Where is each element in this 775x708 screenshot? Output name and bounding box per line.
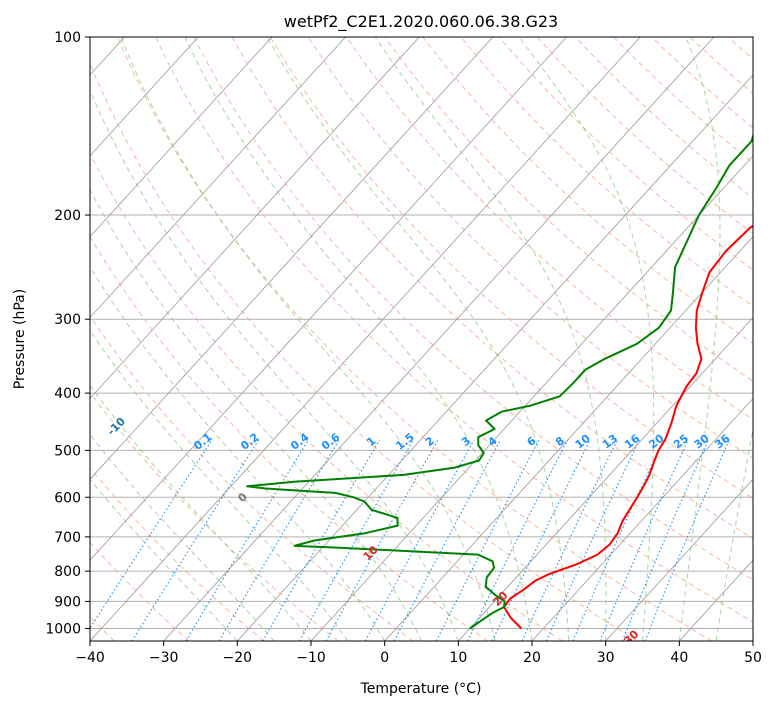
mixing-ratio-line [325, 439, 439, 641]
mixing-ratio-line [545, 439, 640, 641]
isotherm-line [90, 37, 494, 480]
y-tick-label: 400 [54, 386, 81, 402]
dry-adiabat-line [90, 467, 264, 641]
y-tick-label: 200 [54, 208, 81, 224]
dry-adiabat-line [90, 152, 563, 641]
dry-adiabat-line [613, 37, 753, 164]
moist-adiabat-line [518, 37, 655, 641]
mixing-ratio-line [131, 439, 260, 641]
x-tick-label: 20 [523, 650, 541, 666]
dry-adiabat-line [231, 37, 753, 540]
y-tick-label: 900 [54, 594, 81, 610]
axes: −40 −30 −20 −10 0 10 20 30 40 50 100 200 300 400 500 60… [45, 30, 762, 666]
isotherm-line [237, 74, 753, 641]
y-tick-label: 700 [54, 530, 81, 546]
y-tick-label: 500 [54, 443, 81, 459]
mixing-ratio-line [621, 439, 710, 641]
moist-adiabat-line [715, 426, 753, 641]
isotherm-line [163, 37, 715, 641]
isotherm-line [605, 478, 753, 641]
isotherm-line [531, 397, 753, 641]
dry-adiabat-line [90, 391, 339, 641]
mixing-ratio-line [90, 439, 213, 630]
mixing-ratio-line [599, 439, 689, 641]
isotherm-line [90, 37, 420, 400]
y-tick-label: 600 [54, 490, 81, 506]
y-tick-label: 100 [54, 30, 81, 46]
x-tick-label: 10 [449, 650, 467, 666]
dry-adiabat-line [90, 62, 638, 641]
mixing-ratio-line [218, 439, 340, 641]
isotherm-line [90, 37, 273, 238]
x-tick-label: −30 [149, 650, 179, 666]
isotherm-line [384, 236, 753, 641]
y-tick-label: 300 [54, 312, 81, 328]
chart-title: wetPf2_C2E1.2020.060.06.38.G23 [284, 12, 558, 32]
moist-adiabat-line [90, 384, 312, 641]
moist-adiabat-line [90, 433, 275, 641]
dry-adiabat-line [90, 315, 414, 641]
plot-frame [89, 36, 754, 642]
moist-adiabat-line [374, 37, 607, 641]
mixing-ratio-line [572, 439, 664, 641]
isotherm-line [90, 37, 346, 319]
y-axis-label: Pressure (hPa) [12, 289, 28, 389]
profiles [246, 132, 753, 630]
y-tick-label: 1000 [45, 621, 81, 637]
x-tick-label: 40 [670, 650, 688, 666]
dry-adiabat-line [193, 37, 753, 581]
dry-adiabat-line [384, 37, 753, 382]
moist-adiabat-line [90, 265, 386, 641]
mixing-ratio-line [262, 439, 381, 641]
isotherm-line [90, 37, 199, 157]
isotherm-line [458, 316, 753, 641]
x-axis-label: Temperature (°C) [360, 681, 482, 697]
temperature-profile-line [503, 224, 753, 630]
dewpoint-profile-line [246, 132, 753, 630]
dry-adiabat-line [422, 37, 753, 345]
mixing-ratio-line [298, 439, 414, 641]
x-tick-label: −40 [75, 650, 105, 666]
moist-adiabat-line [90, 188, 422, 641]
background-lines [90, 37, 753, 641]
dry-adiabat-line [90, 235, 488, 641]
x-tick-label: 50 [744, 650, 762, 666]
moist-adiabat-line [90, 478, 238, 641]
mixing-ratio-line [467, 439, 569, 641]
mixing-ratio-line [364, 439, 475, 641]
mixing-ratio-line [185, 439, 309, 641]
isotherm-line [90, 37, 567, 561]
x-tick-label: 0 [380, 650, 389, 666]
x-tick-label: 30 [597, 650, 615, 666]
moist-adiabat-line [678, 37, 721, 641]
dry-adiabat-line [155, 37, 753, 623]
dry-adiabat-line [117, 37, 712, 641]
y-tick-label: 800 [54, 564, 81, 580]
isotherm-line [310, 155, 753, 641]
moist-adiabat-line [120, 37, 496, 641]
mixing-ratio-line [435, 439, 540, 641]
dry-adiabat-line [269, 37, 753, 499]
moist-adiabat-line [90, 89, 459, 641]
x-tick-label: −10 [296, 650, 326, 666]
moist-adiabat-line [266, 37, 570, 641]
x-tick-label: −20 [223, 650, 253, 666]
